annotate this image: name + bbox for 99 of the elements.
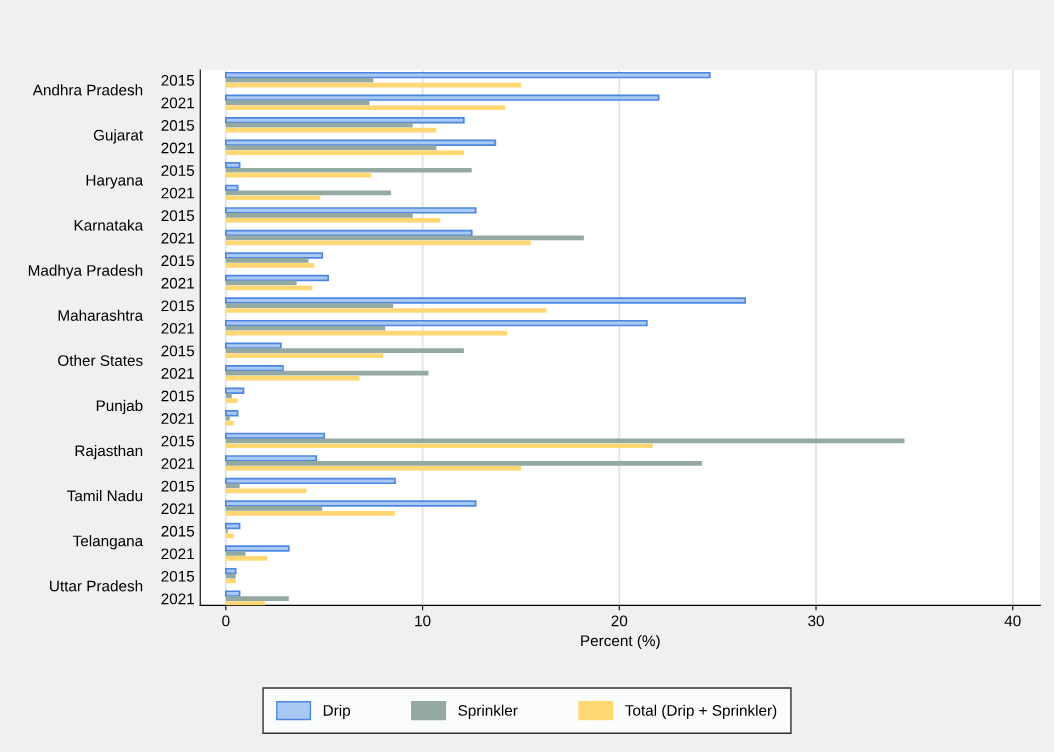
text: Uttar Pradesh: [50, 580, 143, 592]
legend-label: Drip: [323, 704, 351, 719]
y-tick-label: 2021: [161, 187, 194, 199]
bar: [224, 297, 747, 304]
bar: [225, 556, 268, 561]
bar: [225, 506, 323, 511]
bar: [225, 308, 547, 313]
y-tick-label: 2021: [161, 232, 194, 244]
bar: [224, 117, 465, 124]
y-tick-label: 2021: [161, 413, 194, 424]
bar: [224, 229, 473, 237]
text: Madhya Pradesh: [28, 264, 143, 279]
bar: [224, 319, 648, 327]
bar: [225, 167, 472, 173]
x-tick-label: 30: [808, 615, 824, 627]
y-tick-label: 2015: [161, 480, 195, 492]
bar: [225, 263, 315, 268]
y-tick-label: 2015: [161, 255, 195, 267]
bar: [225, 195, 321, 201]
y-tick-label: 2021: [161, 322, 194, 334]
bar: [224, 410, 239, 417]
bar: [224, 522, 241, 530]
x-tick-label: 20: [611, 615, 628, 627]
y-tick-label: 2015: [161, 165, 195, 176]
text: Tamil Nadu: [67, 490, 143, 502]
bar: [224, 71, 711, 79]
legend-label: Total (Drip + Sprinkler): [625, 704, 777, 719]
bar: [225, 122, 413, 128]
bar: [225, 105, 506, 110]
y-tick-label: 2015: [161, 210, 195, 222]
text: Andhra Pradesh: [32, 84, 143, 96]
x-axis-title: Percent (%): [581, 634, 660, 650]
bar: [225, 465, 521, 471]
bar: [224, 94, 660, 101]
text: Karnataka: [74, 219, 144, 231]
bar: [225, 353, 384, 358]
bar: [224, 567, 237, 575]
bar: [225, 443, 653, 449]
bar: [225, 551, 246, 556]
y-tick-label: 2021: [161, 368, 194, 379]
text: Maharashtra: [58, 309, 144, 321]
bar: [225, 172, 372, 178]
x-tick-label: 40: [1004, 615, 1021, 627]
x-tick-label: 0: [222, 615, 230, 627]
y-tick-label: 2021: [161, 458, 194, 470]
text: Other States: [58, 354, 143, 366]
bar: [225, 460, 702, 466]
bar: [225, 303, 394, 308]
text: Haryana: [86, 174, 144, 189]
bar: [225, 438, 905, 444]
bar: [224, 207, 477, 214]
text: Gujarat: [93, 129, 144, 144]
bar: [225, 393, 232, 399]
bar: [225, 258, 309, 263]
y-tick-label: 2015: [161, 120, 195, 131]
bar: [224, 274, 329, 282]
y-tick-label: 2015: [161, 525, 195, 537]
y-tick-label: 2021: [161, 142, 194, 154]
bar: [225, 348, 464, 353]
y-tick-label: 2015: [161, 390, 195, 402]
text: Punjab: [96, 399, 143, 415]
bar: [225, 190, 392, 196]
bar: [225, 398, 238, 404]
y-tick-label: 2015: [161, 345, 195, 357]
bar: [225, 217, 441, 223]
y-tick-label: 2021: [161, 593, 194, 605]
bar: [224, 342, 282, 349]
bar: [225, 488, 307, 494]
bar: [224, 252, 324, 259]
bar: [225, 212, 413, 218]
bar: [225, 240, 531, 246]
y-tick-label: 2015: [161, 570, 195, 582]
bar: [225, 415, 230, 421]
legend-label: Sprinkler: [458, 704, 518, 719]
y-tick-label: 2021: [161, 277, 194, 289]
bar: [224, 545, 290, 552]
y-tick-label: 2015: [161, 300, 195, 312]
bar: [225, 596, 289, 601]
bar: [225, 511, 396, 516]
bar: [224, 455, 318, 462]
bar: [224, 500, 477, 507]
text: Rajasthan: [75, 444, 143, 460]
bar: [225, 150, 464, 156]
bar: [225, 100, 370, 105]
bar: [225, 370, 429, 376]
y-tick-label: 2015: [161, 435, 195, 447]
bar: [224, 162, 241, 169]
bar: [225, 420, 234, 426]
bar: [225, 601, 266, 606]
bar: [225, 145, 437, 151]
y-tick-label: 2015: [161, 74, 195, 86]
bar: [224, 365, 284, 372]
text: Telangana: [72, 535, 144, 550]
bar: [224, 477, 396, 485]
bar: [224, 590, 241, 597]
y-tick-label: 2021: [161, 503, 194, 515]
x-tick-label: 10: [415, 615, 431, 627]
y-tick-label: 2021: [161, 97, 194, 109]
y-tick-label: 2021: [161, 548, 194, 560]
